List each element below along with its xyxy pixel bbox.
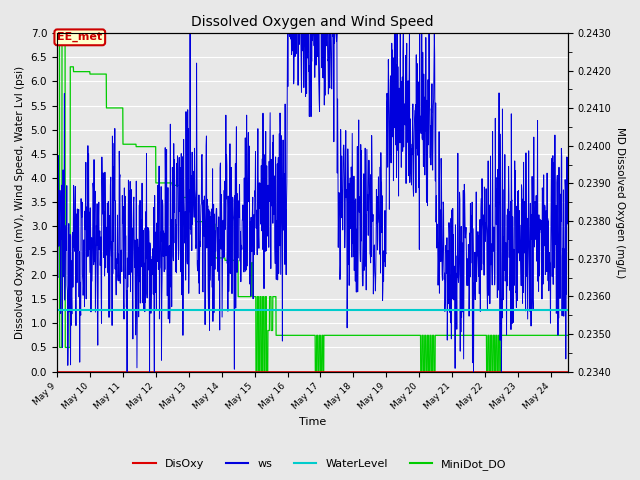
- Title: Dissolved Oxygen and Wind Speed: Dissolved Oxygen and Wind Speed: [191, 15, 433, 29]
- X-axis label: Time: Time: [299, 417, 326, 427]
- Legend: DisOxy, ws, WaterLevel, MiniDot_DO: DisOxy, ws, WaterLevel, MiniDot_DO: [129, 455, 511, 474]
- Text: EE_met: EE_met: [57, 32, 102, 42]
- Y-axis label: MD Dissolved Oxygen (mg/L): MD Dissolved Oxygen (mg/L): [615, 127, 625, 278]
- Y-axis label: Dissolved Oxygen (mV), Wind Speed, Water Lvl (psi): Dissolved Oxygen (mV), Wind Speed, Water…: [15, 66, 25, 339]
